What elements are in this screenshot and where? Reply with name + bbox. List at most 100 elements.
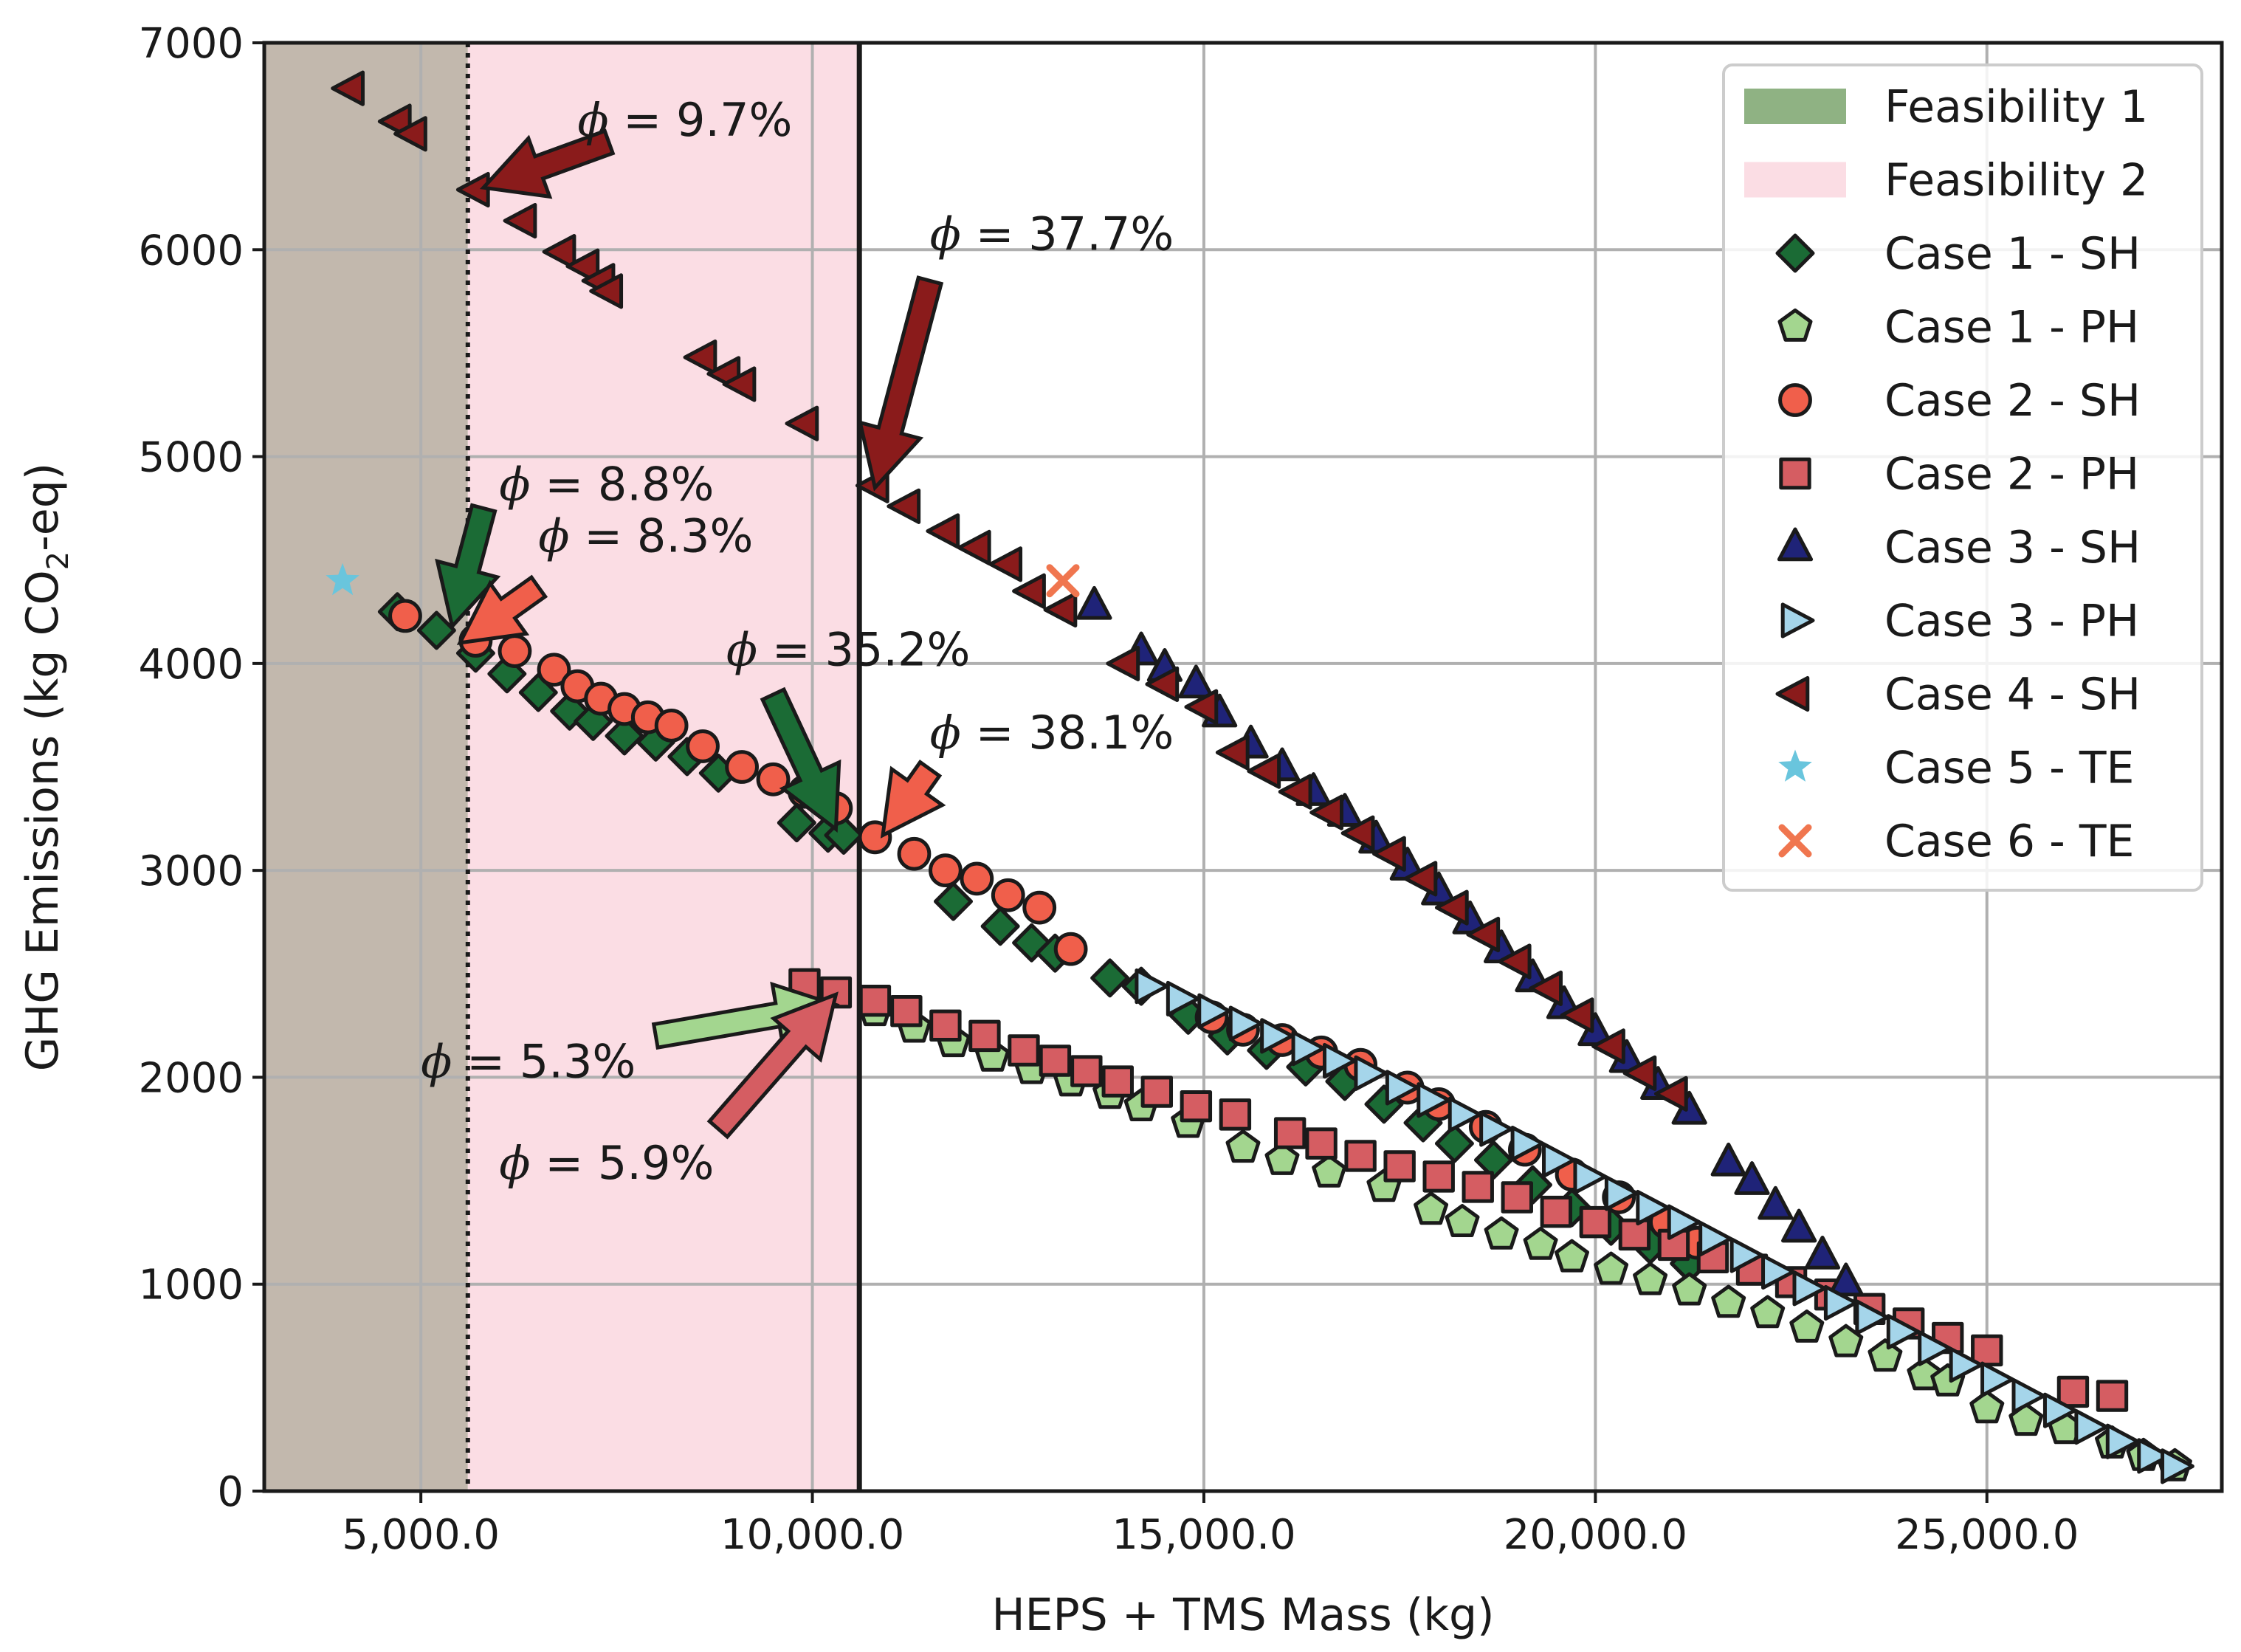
y-tick-label-3000: 3000 bbox=[138, 847, 244, 895]
legend-entry-5: Case 2 - PH bbox=[1779, 449, 2139, 500]
point-5-20 bbox=[1761, 1253, 1795, 1290]
legend-entry-10: Case 6 - TE bbox=[1778, 816, 2134, 867]
legend-label-6: Case 3 - SH bbox=[1884, 522, 2141, 574]
point-5-31 bbox=[2105, 1423, 2140, 1459]
series-case-6-te bbox=[1046, 564, 1080, 598]
point-0-13 bbox=[824, 815, 864, 855]
annotation-2: ϕ = 8.8% bbox=[435, 457, 714, 630]
point-6-27 bbox=[1340, 815, 1375, 851]
point-5-2 bbox=[1197, 993, 1232, 1029]
point-1-16 bbox=[1523, 1226, 1558, 1260]
point-6-18 bbox=[1012, 573, 1046, 609]
annotation-arrow-1 bbox=[857, 275, 944, 492]
annotation-label-0: ϕ = 9.7% bbox=[577, 93, 792, 147]
legend-marker-7 bbox=[1780, 602, 1815, 639]
point-6-32 bbox=[1497, 943, 1532, 980]
annotation-arrow-5 bbox=[880, 760, 946, 839]
point-5-7 bbox=[1354, 1055, 1388, 1091]
series-case-4-sh bbox=[331, 70, 1688, 1112]
y-axis-label: GHG Emissions (kg CO2-eq) bbox=[17, 463, 75, 1071]
point-0-18 bbox=[1090, 958, 1130, 998]
point-4-3 bbox=[1178, 664, 1214, 699]
point-5-13 bbox=[1542, 1142, 1576, 1178]
annotation-label-4: ϕ = 35.2% bbox=[726, 623, 971, 677]
point-5-5 bbox=[1291, 1030, 1326, 1067]
point-6-21 bbox=[1145, 666, 1180, 702]
point-3-20 bbox=[1540, 1195, 1573, 1228]
point-6-14 bbox=[887, 488, 921, 524]
point-5-30 bbox=[2074, 1409, 2109, 1445]
point-5-1 bbox=[1166, 980, 1200, 1017]
annotation-phi-3: ϕ bbox=[538, 509, 569, 563]
point-2-10 bbox=[725, 750, 759, 784]
point-2-20 bbox=[1053, 932, 1088, 966]
point-4-21 bbox=[1734, 1161, 1770, 1195]
point-6-9 bbox=[683, 339, 717, 376]
legend-swatch-1 bbox=[1744, 162, 1846, 198]
point-2-8 bbox=[654, 709, 689, 743]
threshold-lines bbox=[465, 43, 862, 1491]
point-5-8 bbox=[1385, 1070, 1419, 1106]
y-tick-label-6000: 6000 bbox=[138, 227, 244, 275]
x-tick-label-10000: 10,000.0 bbox=[720, 1511, 904, 1559]
legend-label-4: Case 2 - SH bbox=[1884, 375, 2141, 427]
point-0-4 bbox=[518, 672, 558, 712]
annotation-arrow-3 bbox=[456, 574, 548, 645]
point-5-17 bbox=[1667, 1204, 1701, 1240]
point-6-17 bbox=[988, 546, 1023, 582]
point-5-16 bbox=[1636, 1189, 1670, 1226]
point-5-32 bbox=[2137, 1438, 2172, 1474]
y-axis-label-pre: GHG Emissions (kg CO bbox=[17, 570, 69, 1071]
point-6-37 bbox=[1653, 1075, 1688, 1112]
legend-label-1: Feasibility 2 bbox=[1884, 155, 2148, 207]
legend-marker-5 bbox=[1779, 457, 1811, 490]
annotation-value-4: = 35.2% bbox=[757, 623, 970, 677]
legend-entry-4: Case 2 - SH bbox=[1778, 375, 2141, 427]
annotation-label-7: ϕ = 5.9% bbox=[499, 1136, 714, 1190]
annotation-5: ϕ = 38.1% bbox=[880, 706, 1174, 839]
y-tick-label-1000: 1000 bbox=[138, 1262, 244, 1309]
legend-swatch-0 bbox=[1744, 89, 1846, 124]
point-5-11 bbox=[1479, 1111, 1513, 1147]
point-6-23 bbox=[1215, 734, 1250, 771]
point-4-24 bbox=[1804, 1235, 1841, 1270]
point-5-14 bbox=[1573, 1158, 1608, 1195]
annotation-phi-6: ϕ bbox=[421, 1034, 452, 1088]
point-1-22 bbox=[1750, 1295, 1786, 1329]
point-3-12 bbox=[1219, 1098, 1252, 1131]
axis-ticks: 5,000.0 10,000.0 15,000.0 20,000.0 25,000.0 0… bbox=[138, 20, 2079, 1559]
annotation-3: ϕ = 8.3% bbox=[456, 509, 754, 645]
point-6-31 bbox=[1466, 916, 1501, 953]
annotation-7: ϕ = 5.9% bbox=[499, 991, 839, 1190]
point-1-18 bbox=[1594, 1251, 1629, 1285]
point-1-15 bbox=[1484, 1216, 1519, 1250]
point-1-13 bbox=[1414, 1191, 1449, 1225]
point-3-31 bbox=[1971, 1334, 2003, 1367]
annotation-label-5: ϕ = 38.1% bbox=[930, 706, 1174, 760]
point-3-14 bbox=[1305, 1127, 1338, 1160]
legend-box bbox=[1722, 63, 2203, 892]
point-5-29 bbox=[2042, 1392, 2077, 1428]
point-4-25 bbox=[1828, 1262, 1864, 1297]
point-5-33 bbox=[2161, 1448, 2194, 1484]
point-3-18 bbox=[1462, 1171, 1494, 1203]
annotation-arrow-4 bbox=[760, 686, 841, 833]
legend-entry-7: Case 3 - PH bbox=[1780, 596, 2139, 647]
annotation-arrow-7 bbox=[706, 991, 839, 1140]
point-0-11 bbox=[777, 803, 816, 843]
point-3-10 bbox=[1140, 1075, 1174, 1108]
annotation-value-3: = 8.3% bbox=[570, 509, 754, 563]
annotation-phi-2: ϕ bbox=[499, 457, 530, 511]
point-2-16 bbox=[928, 853, 963, 888]
annotation-1: ϕ = 37.7% bbox=[857, 207, 1174, 492]
point-3-9 bbox=[1101, 1065, 1134, 1098]
point-2-19 bbox=[1022, 890, 1057, 925]
point-2-11 bbox=[756, 762, 791, 796]
point-6-30 bbox=[1434, 889, 1469, 926]
point-4-0 bbox=[1076, 585, 1112, 620]
point-0-1 bbox=[416, 610, 456, 650]
point-5-4 bbox=[1260, 1018, 1294, 1054]
point-2-9 bbox=[686, 729, 720, 763]
y-tick-label-0: 0 bbox=[217, 1468, 244, 1516]
legend-label-9: Case 5 - TE bbox=[1884, 743, 2134, 794]
